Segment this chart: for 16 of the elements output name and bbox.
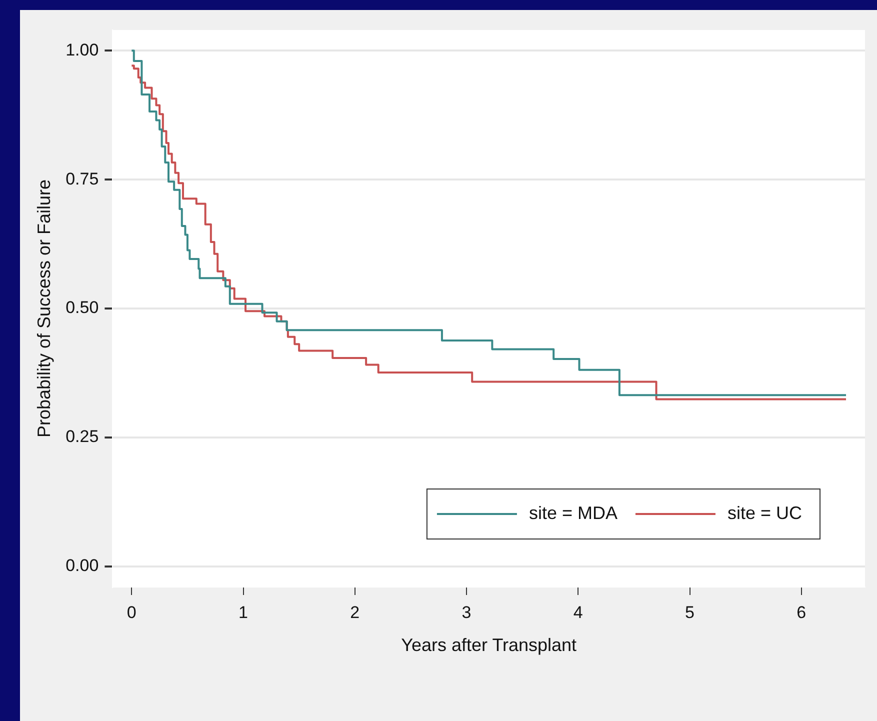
y-tick-label: 0.50 bbox=[66, 298, 99, 318]
x-tick-label: 2 bbox=[350, 602, 360, 622]
x-axis-title: Years after Transplant bbox=[401, 635, 577, 656]
y-tick-label: 0.00 bbox=[66, 556, 99, 576]
y-axis-title: Probability of Success or Failure bbox=[34, 179, 54, 438]
legend-label: site = UC bbox=[727, 502, 802, 523]
legend-label: site = MDA bbox=[528, 502, 618, 523]
x-tick-label: 5 bbox=[685, 602, 694, 622]
y-tick-label: 1.00 bbox=[66, 40, 99, 60]
x-tick-label: 1 bbox=[238, 602, 248, 622]
y-tick-label: 0.75 bbox=[66, 169, 99, 188]
x-tick-label: 0 bbox=[126, 602, 136, 622]
y-tick-label: 0.25 bbox=[66, 427, 99, 446]
x-tick-label: 3 bbox=[462, 602, 472, 622]
x-tick-label: 6 bbox=[796, 602, 806, 622]
x-tick-label: 4 bbox=[573, 602, 583, 622]
